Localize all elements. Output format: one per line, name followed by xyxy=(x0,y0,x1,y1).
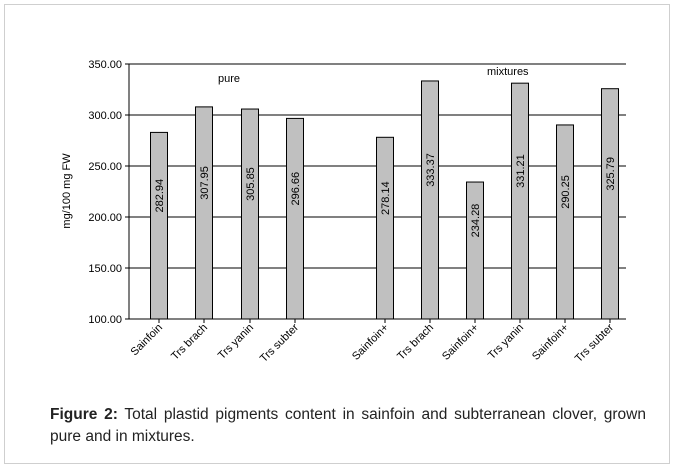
y-tick-label: 150.00 xyxy=(88,263,122,275)
y-tick-label: 250.00 xyxy=(88,161,122,173)
figure-caption: Figure 2: Total plastid pigments content… xyxy=(50,404,646,448)
y-axis-label: mg/100 mg FW xyxy=(61,153,73,229)
bar xyxy=(286,117,304,320)
bar-value-label: 325.79 xyxy=(605,157,617,191)
bar xyxy=(601,88,619,320)
x-category-label: Sainfoin xyxy=(129,322,166,359)
bar xyxy=(150,131,168,320)
x-category-label: Trs subter xyxy=(258,321,301,364)
y-tick-label: 200.00 xyxy=(88,212,122,224)
bar-value-label: 290.25 xyxy=(560,175,572,209)
caption-text: Total plastid pigments content in sainfo… xyxy=(50,406,646,445)
x-category-label: Trs yanin xyxy=(216,322,256,362)
bar xyxy=(466,181,484,320)
bar xyxy=(556,124,574,320)
bar-value-label: 278.14 xyxy=(380,181,392,215)
caption-label: Figure 2: xyxy=(50,406,118,423)
group-label-mixtures: mixtures xyxy=(487,66,529,78)
y-tick-label: 100.00 xyxy=(88,314,122,326)
bar xyxy=(195,106,213,320)
bar-value-label: 305.85 xyxy=(245,167,257,201)
bar-value-label: 296.66 xyxy=(290,172,302,206)
bar xyxy=(511,82,529,320)
bar xyxy=(376,136,394,320)
group-label-pure: pure xyxy=(218,73,240,85)
bar xyxy=(421,80,439,320)
bar-value-label: 307.95 xyxy=(199,166,211,200)
bar-value-label: 234.28 xyxy=(470,204,482,238)
bar-value-label: 282.94 xyxy=(154,179,166,213)
x-category-label: Sainfoin+ xyxy=(350,322,391,363)
bar xyxy=(241,108,259,320)
bar-value-label: 333.37 xyxy=(425,153,437,187)
x-category-label: Trs brach xyxy=(395,322,436,363)
y-tick-label: 350.00 xyxy=(88,59,122,71)
x-category-label: Trs yanin xyxy=(486,322,526,362)
x-category-label: Trs subter xyxy=(573,321,616,364)
y-tick-label: 300.00 xyxy=(88,110,122,122)
bar-value-label: 331.21 xyxy=(515,154,527,188)
x-category-label: Sainfoin+ xyxy=(530,322,571,363)
x-category-label: Trs brach xyxy=(169,322,210,363)
bar-chart: mg/100 mg FW pure mixtures 100.00 150.00 2… xyxy=(61,59,626,365)
x-category-label: Sainfoin+ xyxy=(440,322,481,363)
